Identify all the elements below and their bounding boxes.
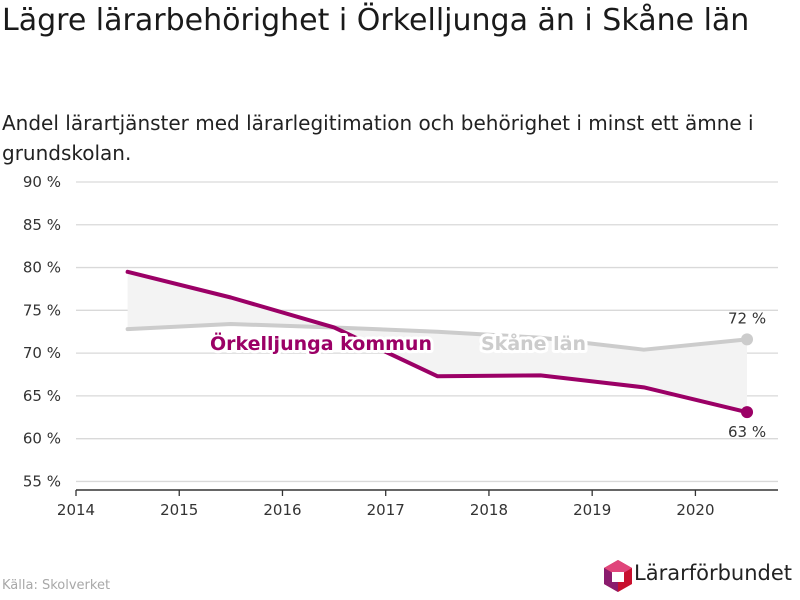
- series-label-skane: Skåne län: [481, 331, 586, 355]
- x-tick-label: 2016: [263, 501, 301, 519]
- data-point-orkelljunga: [741, 406, 754, 419]
- y-tick-label: 65 %: [23, 387, 61, 405]
- y-tick-label: 80 %: [23, 259, 61, 277]
- series-label-orkelljunga-halo: Örkelljunga kommun: [210, 331, 432, 355]
- x-tick-label: 2019: [573, 501, 611, 519]
- x-tick-label: 2015: [160, 501, 198, 519]
- source-note: Källa: Skolverket: [2, 578, 111, 593]
- logo-text: Lärarförbundet: [634, 561, 793, 585]
- y-tick-label: 75 %: [23, 301, 61, 319]
- y-tick-label: 90 %: [23, 173, 61, 191]
- y-tick-label: 60 %: [23, 430, 61, 448]
- difference-band: [127, 271, 748, 413]
- x-tick-label: 2014: [57, 501, 95, 519]
- x-tick-label: 2020: [676, 501, 714, 519]
- lararforbundet-logo-icon: [604, 560, 632, 592]
- y-tick-label: 85 %: [23, 216, 61, 234]
- chart-title: Lägre lärarbehörighet i Örkelljunga än i…: [2, 3, 750, 38]
- series-label-skane-halo: Skåne län: [481, 331, 586, 355]
- y-tick-label: 55 %: [23, 472, 61, 490]
- end-label-skane: 72 %: [728, 309, 766, 327]
- chart-subtitle: Andel lärartjänster med lärarlegitimatio…: [2, 111, 754, 165]
- series-label-orkelljunga: Örkelljunga kommun: [210, 331, 432, 355]
- data-point-skane: [741, 333, 754, 346]
- x-tick-label: 2018: [470, 501, 508, 519]
- end-label-orkelljunga: 63 %: [728, 423, 766, 441]
- y-tick-label: 70 %: [23, 344, 61, 362]
- x-tick-label: 2017: [367, 501, 405, 519]
